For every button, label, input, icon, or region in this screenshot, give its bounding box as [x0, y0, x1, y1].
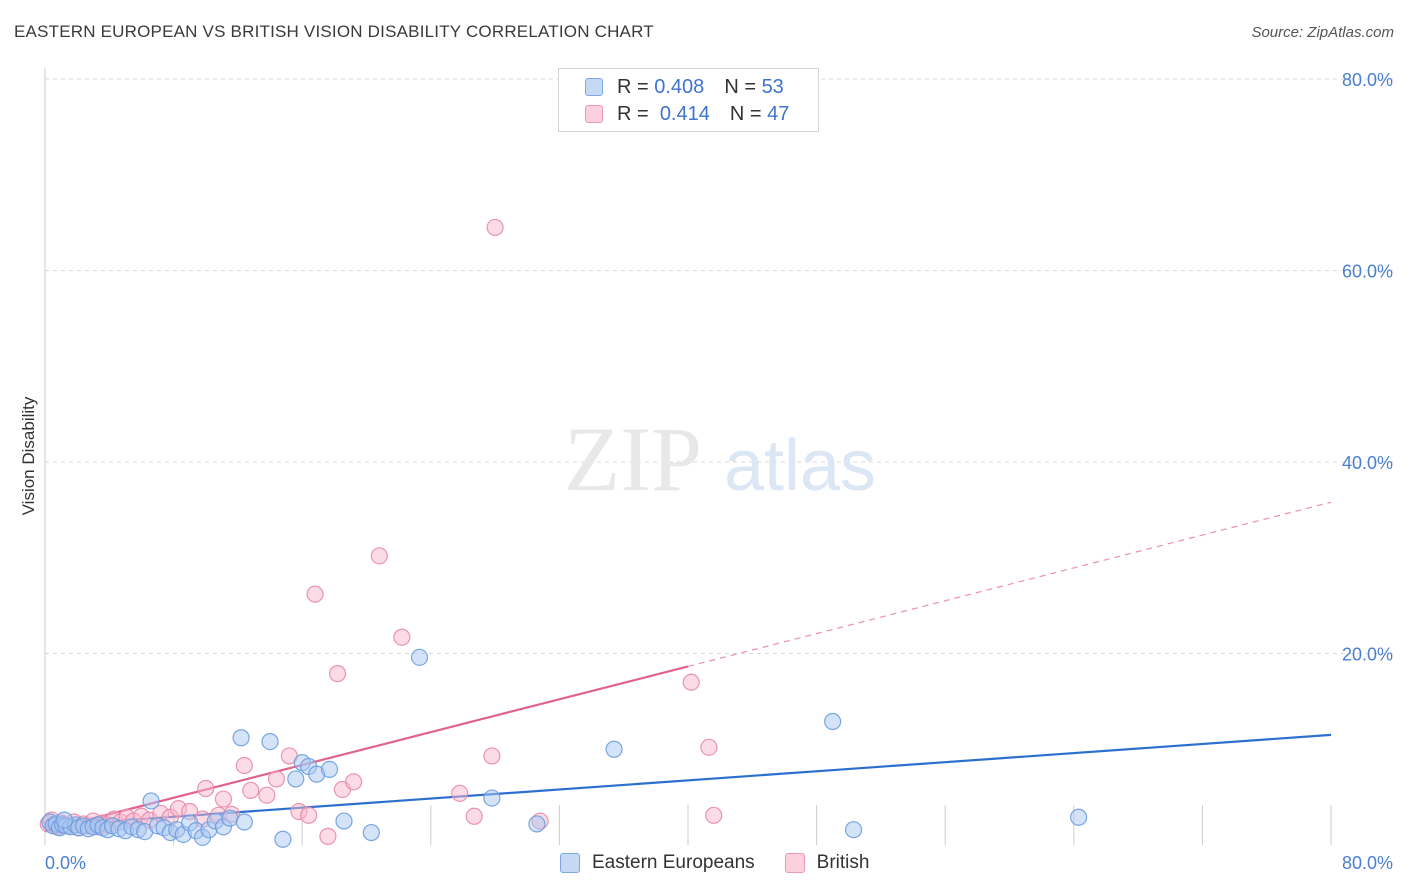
point-pink[interactable]	[370, 547, 388, 565]
source-label: Source: ZipAtlas.com	[1251, 24, 1394, 41]
legend-n-label: N =	[729, 102, 762, 125]
point-blue[interactable]	[824, 712, 842, 731]
legend-item-eastern-europeans[interactable]: Eastern Europeans	[560, 852, 755, 874]
point-blue[interactable]	[287, 770, 305, 788]
legend-item-british[interactable]: British	[784, 852, 870, 874]
watermark-zip: ZIP	[564, 408, 702, 510]
watermark: ZIP atlas	[564, 408, 876, 510]
legend-row-eastern-europeans: R = 0.408 N = 53	[585, 74, 784, 100]
y-tick-label: 40.0%	[1342, 453, 1393, 473]
point-pink[interactable]	[486, 218, 504, 237]
point-blue[interactable]	[55, 811, 73, 829]
point-pink[interactable]	[465, 807, 483, 825]
point-blue[interactable]	[528, 815, 546, 833]
gridlines	[45, 78, 1393, 654]
blue-points	[41, 648, 1088, 848]
point-blue[interactable]	[320, 760, 339, 778]
point-blue[interactable]	[274, 830, 292, 848]
trend-line-pink	[44, 665, 689, 832]
point-pink[interactable]	[319, 827, 337, 845]
legend-n-label: N =	[724, 75, 756, 98]
point-blue[interactable]	[142, 792, 160, 810]
point-pink[interactable]	[705, 806, 723, 824]
legend-swatch-pink	[585, 105, 603, 123]
point-pink[interactable]	[235, 756, 253, 775]
legend-swatch-blue	[585, 78, 603, 96]
trend-line-extension-pink	[687, 501, 1332, 668]
y-axis-label: Vision Disability	[19, 396, 38, 515]
x-tick-label-max: 80.0%	[1342, 853, 1393, 873]
legend-r-value: 0.414	[659, 102, 710, 125]
point-pink[interactable]	[267, 770, 286, 788]
x-tick-label-min: 0.0%	[45, 853, 86, 873]
point-blue[interactable]	[1070, 808, 1088, 826]
point-pink[interactable]	[451, 784, 469, 802]
y-tick-label: 20.0%	[1342, 645, 1393, 665]
point-pink[interactable]	[328, 665, 347, 683]
swatch-pink	[784, 853, 805, 873]
x-axis-ticks	[173, 805, 1332, 845]
trend-lines	[44, 501, 1332, 832]
legend-n-value: 47	[767, 102, 790, 125]
point-pink[interactable]	[197, 779, 215, 798]
y-tick-label: 80.0%	[1342, 70, 1393, 90]
point-blue[interactable]	[232, 729, 250, 747]
point-pink[interactable]	[682, 673, 700, 691]
point-pink[interactable]	[258, 786, 276, 804]
watermark-atlas: atlas	[724, 426, 876, 506]
point-blue[interactable]	[605, 740, 623, 758]
stats-legend: R = 0.408 N = 53 R = 0.414 N = 47	[558, 68, 819, 132]
point-blue[interactable]	[335, 812, 353, 830]
legend-r-label: R =	[617, 102, 649, 125]
point-blue[interactable]	[844, 821, 863, 839]
point-pink[interactable]	[242, 781, 260, 800]
series-legend: Eastern Europeans British	[560, 852, 899, 874]
point-blue[interactable]	[410, 648, 429, 666]
point-blue[interactable]	[235, 813, 253, 831]
y-tick-label: 60.0%	[1342, 262, 1393, 282]
point-pink[interactable]	[345, 773, 363, 791]
point-blue[interactable]	[362, 823, 380, 842]
point-pink[interactable]	[700, 738, 718, 756]
point-pink[interactable]	[306, 585, 324, 603]
point-pink[interactable]	[214, 790, 233, 808]
legend-r-label: R =	[617, 75, 649, 98]
legend-label-british: British	[816, 852, 870, 873]
point-blue[interactable]	[221, 809, 239, 827]
legend-row-british: R = 0.414 N = 47	[585, 101, 789, 127]
point-pink[interactable]	[483, 747, 501, 765]
legend-n-value: 53	[761, 75, 784, 98]
point-blue[interactable]	[261, 732, 279, 751]
trend-line-blue	[44, 733, 1332, 827]
point-blue[interactable]	[483, 789, 501, 807]
point-pink[interactable]	[300, 806, 318, 824]
chart-title: EASTERN EUROPEAN VS BRITISH VISION DISAB…	[14, 22, 654, 41]
point-pink[interactable]	[393, 628, 411, 646]
y-tick-labels: 20.0% 40.0% 60.0% 80.0%	[1342, 70, 1393, 665]
legend-r-value: 0.408	[654, 75, 705, 98]
legend-label-eastern-europeans: Eastern Europeans	[592, 852, 755, 873]
swatch-blue	[560, 853, 580, 873]
